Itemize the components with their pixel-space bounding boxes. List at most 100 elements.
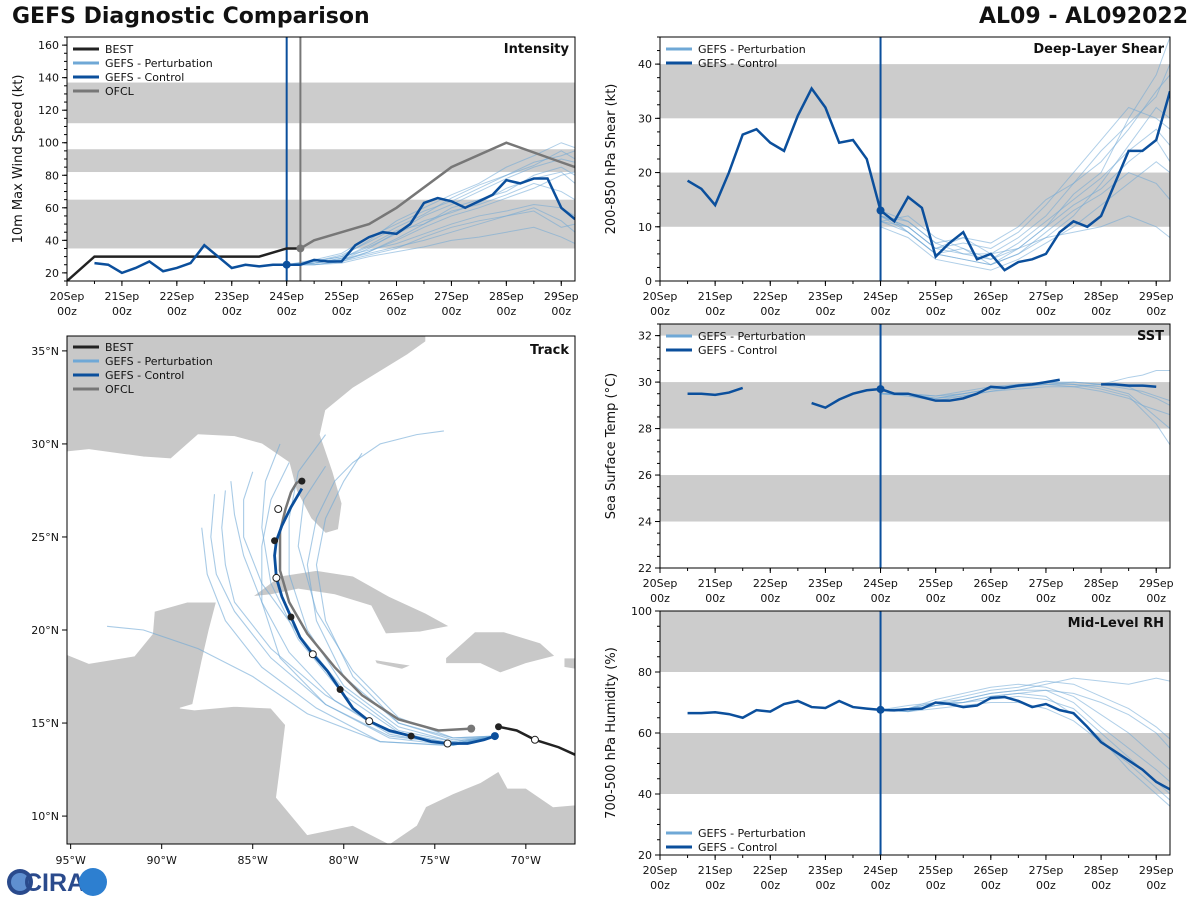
x-tick-label-hour: 00z [926, 305, 946, 318]
lat-tick-label: 20°N [31, 624, 59, 637]
panel-rh: 20 40 60 80 100 20Sep 00z 21Sep 00z 22Sep 00z 23Sep… [604, 605, 1174, 892]
track-marker-open [308, 650, 317, 659]
track-marker-open [272, 573, 281, 582]
x-tick-label-day: 28Sep [1084, 577, 1119, 590]
x-tick-label-day: 20Sep [50, 290, 85, 303]
x-tick-label-day: 21Sep [698, 577, 733, 590]
panel-title: Intensity [504, 42, 570, 57]
perturbation-member-line [286, 204, 575, 266]
logo-text: CIRA [24, 869, 85, 897]
y-tick-label: 30 [638, 376, 652, 389]
y-tick-label: 32 [638, 330, 652, 343]
x-tick-label-day: 21Sep [698, 864, 733, 877]
legend-label: GEFS - Perturbation [105, 355, 213, 368]
x-tick-label-day: 22Sep [753, 577, 788, 590]
x-tick-label-day: 23Sep [214, 290, 249, 303]
init-marker [876, 705, 885, 714]
x-tick-label-day: 26Sep [973, 577, 1008, 590]
cuba-land [251, 570, 451, 635]
series-best [67, 247, 301, 281]
init-marker [876, 385, 885, 394]
panel-title: Deep-Layer Shear [1033, 42, 1164, 57]
band-rh [660, 611, 1170, 672]
y-tick-label: 10 [638, 221, 652, 234]
legend-label: BEST [105, 43, 133, 56]
y-tick-label: 20 [638, 849, 652, 862]
panel-title: Track [530, 343, 569, 358]
x-tick-label-hour: 00z [496, 305, 516, 318]
x-tick-label-hour: 00z [650, 879, 670, 892]
band-rh [660, 733, 1170, 794]
band-intensity [67, 149, 575, 173]
x-tick-label-hour: 00z [760, 879, 780, 892]
lat-tick-label: 15°N [31, 717, 59, 730]
track-marker-filled [287, 613, 295, 621]
x-tick-label-hour: 00z [1036, 592, 1056, 605]
x-tick-label-hour: 00z [650, 592, 670, 605]
ofcl-init-marker [296, 244, 305, 253]
y-axis-label: 10m Max Wind Speed (kt) [11, 75, 26, 244]
y-tick-label: 100 [38, 137, 59, 150]
central-america-land [67, 601, 390, 844]
south-america-land [388, 770, 575, 844]
y-tick-label: 120 [38, 104, 59, 117]
axes-frame [659, 323, 1171, 569]
track-marker-filled [271, 537, 279, 545]
init-marker [282, 260, 291, 269]
x-tick-label-day: 25Sep [918, 577, 953, 590]
init-marker [876, 206, 885, 215]
perturbation-track [201, 527, 495, 746]
x-tick-label-day: 21Sep [698, 290, 733, 303]
x-tick-label-hour: 00z [1146, 305, 1166, 318]
band-intensity [67, 199, 575, 249]
y-tick-label: 40 [638, 788, 652, 801]
x-tick-label-day: 28Sep [489, 290, 524, 303]
x-tick-label-hour: 00z [705, 879, 725, 892]
band-sst [660, 475, 1170, 522]
jamaica-land [374, 659, 413, 670]
x-tick-label-hour: 00z [112, 305, 132, 318]
x-tick-label-hour: 00z [871, 879, 891, 892]
band-shear [660, 172, 1170, 227]
y-axis-label: 700-500 hPa Humidity (%) [604, 647, 619, 819]
x-tick-label-hour: 00z [926, 879, 946, 892]
perturbation-member-line [880, 128, 1170, 260]
y-tick-label: 30 [638, 112, 652, 125]
x-tick-label-hour: 00z [1146, 879, 1166, 892]
legend-label: GEFS - Perturbation [698, 827, 806, 840]
legend-label: OFCL [105, 383, 135, 396]
y-tick-label: 60 [45, 202, 59, 215]
x-tick-label-day: 24Sep [863, 577, 898, 590]
hispaniola-land [445, 631, 556, 674]
perturbation-track [297, 465, 495, 739]
y-tick-label: 100 [631, 605, 652, 618]
series-gefs-control [686, 86, 1170, 272]
x-tick-label-hour: 00z [222, 305, 242, 318]
perturbation-member-line [880, 161, 1170, 271]
legend-label: GEFS - Control [105, 369, 184, 382]
map-frame [66, 335, 576, 845]
series-gefs-control [811, 378, 1060, 410]
x-tick-label-hour: 00z [981, 592, 1001, 605]
x-tick-label-hour: 00z [816, 305, 836, 318]
plot-area-rh [660, 611, 1170, 855]
panel-sst: 22 24 26 28 30 32 20Sep 00z 21Sep 00z 22Sep 00z 23Se… [604, 323, 1174, 605]
x-tick-label-hour: 00z [1091, 879, 1111, 892]
perturbation-member-line [880, 383, 1170, 416]
track-gefs-control [273, 487, 496, 745]
x-tick-label-hour: 00z [551, 305, 571, 318]
plot-area-sst [660, 324, 1170, 568]
x-tick-label-hour: 00z [57, 305, 77, 318]
x-tick-label-day: 20Sep [643, 290, 678, 303]
x-tick-label-hour: 00z [705, 592, 725, 605]
track-marker-open [274, 505, 283, 514]
perturbation-member-line [880, 689, 1170, 749]
x-tick-label-day: 27Sep [434, 290, 469, 303]
track-marker-filled [495, 723, 503, 731]
x-tick-label-hour: 00z [981, 879, 1001, 892]
x-tick-label-hour: 00z [926, 592, 946, 605]
x-tick-label-hour: 00z [871, 592, 891, 605]
band-shear [660, 64, 1170, 119]
panel-shear: 0 10 20 30 40 20Sep 00z 21Sep 00z 22Sep 00z 23Sep 00… [604, 36, 1174, 318]
